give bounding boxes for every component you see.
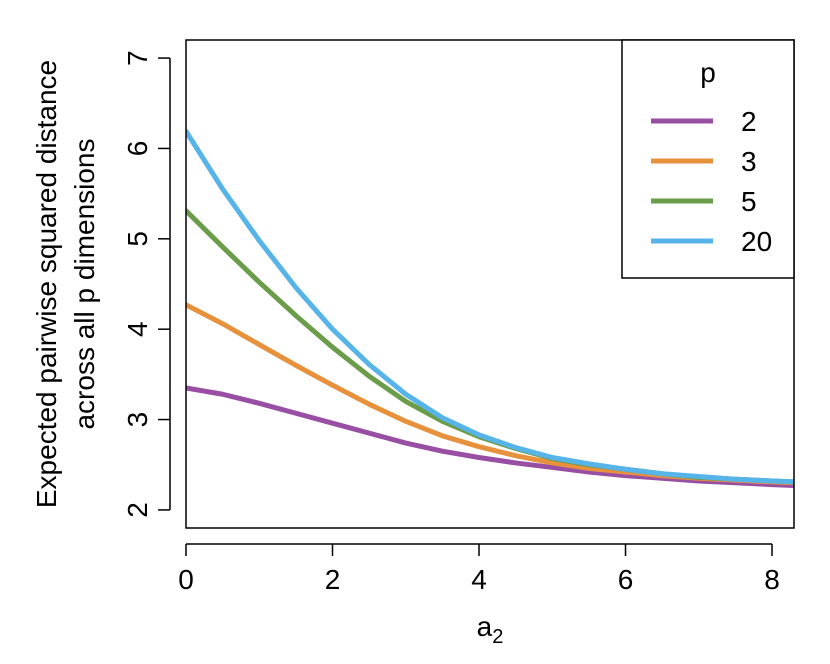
y-tick-label: 6 [122,141,153,157]
legend-label: 5 [741,186,757,217]
x-tick-label: 4 [471,564,487,595]
series-line-p-3 [186,302,794,486]
x-tick-label: 6 [618,564,634,595]
legend-label: 20 [741,226,772,257]
series-line-p-20 [186,128,794,485]
x-tick-label: 0 [178,564,194,595]
legend-label: 2 [741,106,757,137]
x-axis-label-base: a [477,611,493,642]
y-tick-label: 7 [122,50,153,66]
y-tick-label: 4 [122,321,153,337]
legend-title: p [700,57,716,88]
y-tick-label: 2 [122,502,153,518]
x-tick-label: 8 [764,564,780,595]
y-axis-label-line: across all p dimensions [69,138,100,429]
y-tick-label: 3 [122,412,153,428]
y-axis-label: Expected pairwise squared distance across… [31,60,100,508]
x-tick-label: 2 [325,564,341,595]
y-axis-label-line: Expected pairwise squared distance [31,60,62,508]
y-tick-label: 5 [122,231,153,247]
axes: 0 2 4 6 8 2 3 4 5 6 7 [122,50,780,595]
series-lines [186,128,794,489]
plot-frame [185,39,795,529]
x-axis-label-subscript: 2 [492,626,503,648]
legend: p2 3 5 20 [621,39,795,279]
series-line-p-2 [186,385,794,489]
x-axis-label: a2 [477,611,504,648]
legend-label: 3 [741,146,757,177]
